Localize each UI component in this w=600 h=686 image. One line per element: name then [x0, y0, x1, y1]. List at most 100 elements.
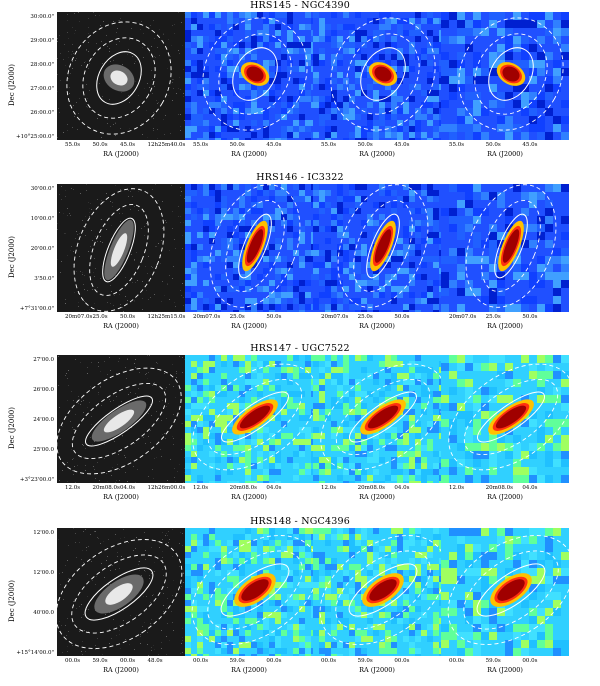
optical-image — [57, 355, 185, 483]
row-title: HRS148 - NGC4396 — [250, 516, 350, 527]
emission-core — [246, 229, 264, 263]
aperture-ellipse — [348, 563, 418, 617]
y-tick-label: 26:00.0" — [30, 110, 54, 116]
background-annulus — [463, 550, 559, 630]
x-tick-label: 50.0s — [394, 314, 410, 320]
y-tick-label: 20'00.0" — [30, 246, 54, 252]
aperture-ellipse — [488, 47, 534, 101]
x-tick-label: 04.0s — [266, 485, 282, 491]
x-tick-label: 12.0s — [321, 485, 337, 491]
x-tick-label: 12h25m40.0s — [147, 142, 186, 148]
background-annulus — [192, 363, 313, 471]
x-tick-label: 04.0s — [394, 485, 410, 491]
x-tick-label: 00.0s — [65, 658, 81, 664]
y-tick-label: 10'00.0" — [30, 216, 54, 222]
x-axis-label: RA (J2000) — [103, 493, 139, 501]
y-tick-label: +15°14'00.0" — [16, 650, 54, 656]
y-tick-label: 26'00.0 — [33, 387, 54, 393]
galaxy-row: HRS147 - UGC7522 Dec (J2000) 27'00.0 26'00.… — [0, 343, 600, 513]
y-tick-label: 12'00.0 — [33, 570, 54, 576]
x-axis-label: RA (J2000) — [231, 322, 267, 330]
row-title: HRS146 - IC3322 — [256, 172, 344, 183]
emission-core — [369, 579, 397, 601]
x-tick-label: 25.0s — [485, 314, 501, 320]
galaxy-row: HRS146 - IC3322 Dec (J2000) 30'00.0" 10'00.… — [0, 172, 600, 342]
x-tick-label: 50.0s — [485, 142, 501, 148]
y-tick-label: 28:00.0" — [30, 62, 54, 68]
x-tick-label: 20m07.0s — [449, 314, 477, 320]
row-title: HRS147 - UGC7522 — [250, 343, 350, 354]
x-tick-label: 00.0s — [522, 658, 538, 664]
row-title: HRS145 - NGC4390 — [250, 0, 350, 11]
far-infrared-map — [441, 355, 569, 483]
background-annulus — [218, 33, 292, 115]
x-tick-label: 12.0s — [193, 485, 209, 491]
x-axis-label: RA (J2000) — [487, 493, 523, 501]
y-tick-label: 27:00.0" — [30, 86, 54, 92]
x-tick-label: 45.0s — [120, 142, 136, 148]
far-infrared-map — [441, 184, 569, 312]
emission-core — [367, 405, 399, 429]
background-annulus — [319, 535, 441, 645]
far-infrared-map — [441, 12, 569, 140]
emission-core — [502, 66, 520, 82]
x-tick-label: 55.0s — [449, 142, 465, 148]
y-tick-label: 12'00.0 — [33, 530, 54, 536]
aperture-ellipse — [85, 395, 153, 447]
background-annulus — [474, 33, 548, 115]
background-annulus — [463, 378, 559, 456]
aperture-ellipse — [349, 391, 417, 443]
aperture-ellipse — [232, 47, 278, 101]
x-tick-label: 25.0s — [229, 314, 245, 320]
x-axis-label: RA (J2000) — [359, 322, 395, 330]
x-tick-label: 50.0s — [266, 314, 282, 320]
y-tick-label: 30'00.0" — [30, 186, 54, 192]
background-annulus — [202, 17, 308, 131]
y-tick-label: 30:00.0" — [30, 14, 54, 20]
x-tick-label: 55.0s — [65, 142, 81, 148]
x-axis-label: RA (J2000) — [103, 322, 139, 330]
x-tick-label: 50.0s — [357, 142, 373, 148]
background-annulus — [346, 33, 420, 115]
x-tick-label: 12.0s — [449, 485, 465, 491]
optical-image — [57, 528, 185, 656]
y-tick-label: 3'50.0" — [34, 276, 54, 282]
x-tick-label: 00.0s — [394, 658, 410, 664]
background-annulus — [330, 17, 436, 131]
background-annulus — [320, 363, 441, 471]
x-tick-label: 45.0s — [522, 142, 538, 148]
y-tick-label: 40'00.0 — [33, 610, 54, 616]
emission-core — [502, 229, 520, 263]
x-axis-label: RA (J2000) — [103, 666, 139, 674]
background-annulus — [448, 363, 569, 471]
x-tick-label: 20m07.0s — [65, 314, 93, 320]
galaxy-core — [110, 70, 128, 86]
background-annulus — [207, 550, 303, 630]
far-infrared-map — [313, 12, 441, 140]
x-tick-label: 59.0s — [229, 658, 245, 664]
aperture-ellipse — [477, 391, 545, 443]
x-tick-label: 50.0s — [92, 142, 108, 148]
x-tick-label: 25.0s — [92, 314, 108, 320]
background-annulus — [71, 554, 167, 634]
x-tick-label: 20m07.0s — [193, 314, 221, 320]
aperture-ellipse — [366, 213, 400, 279]
x-tick-label: 48.0s — [147, 658, 163, 664]
background-annulus — [66, 21, 172, 135]
far-infrared-map — [313, 184, 441, 312]
emission-core — [374, 66, 392, 82]
x-tick-label: 20m08.0s — [485, 485, 513, 491]
galaxy-core — [105, 583, 133, 605]
x-axis-label: RA (J2000) — [103, 150, 139, 158]
aperture-ellipse — [494, 213, 528, 279]
x-tick-label: 20m08.0s — [92, 485, 120, 491]
x-tick-label: 59.0s — [92, 658, 108, 664]
galaxy-row: HRS148 - NGC4396 Dec (J2000) 12'00.0 12'00.… — [0, 516, 600, 686]
galaxy-row: HRS145 - NGC4390 Dec (J2000) 30:00.0" 29:00… — [0, 0, 600, 170]
background-annulus — [57, 539, 183, 649]
aperture-ellipse — [96, 51, 142, 105]
x-tick-label: 12.0s — [65, 485, 81, 491]
y-tick-label: +7°31'00.0" — [19, 306, 54, 312]
x-tick-label: 12h26m00.0s — [147, 485, 186, 491]
optical-image — [57, 184, 185, 312]
